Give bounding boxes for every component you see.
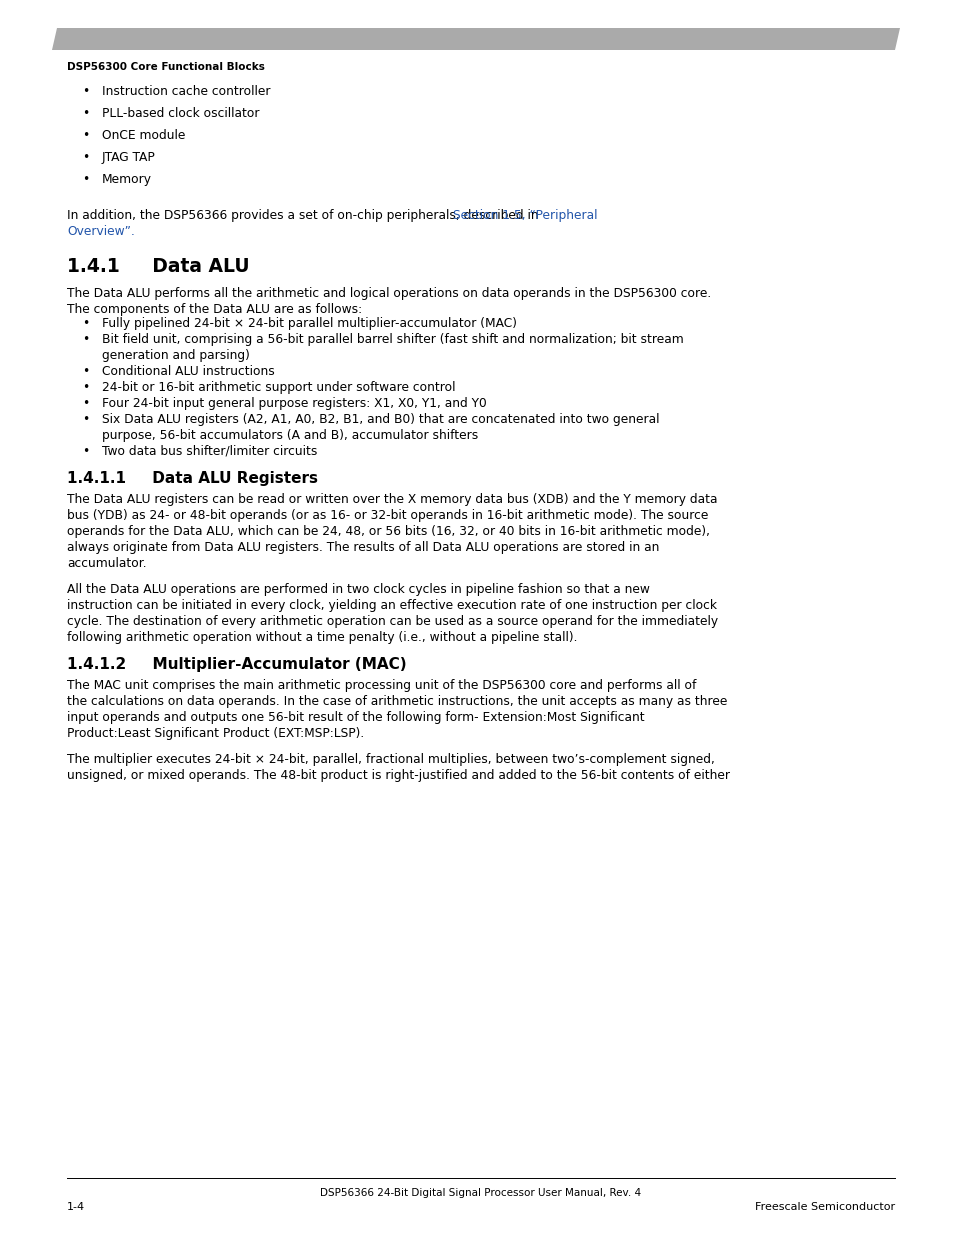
Text: PLL-based clock oscillator: PLL-based clock oscillator xyxy=(102,107,259,120)
Text: input operands and outputs one 56-bit result of the following form- Extension:Mo: input operands and outputs one 56-bit re… xyxy=(67,711,644,724)
Polygon shape xyxy=(52,28,899,49)
Text: •: • xyxy=(82,173,90,186)
Text: Overview”.: Overview”. xyxy=(67,225,134,238)
Text: cycle. The destination of every arithmetic operation can be used as a source ope: cycle. The destination of every arithmet… xyxy=(67,615,718,629)
Text: OnCE module: OnCE module xyxy=(102,128,185,142)
Text: Two data bus shifter/limiter circuits: Two data bus shifter/limiter circuits xyxy=(102,445,317,458)
Text: instruction can be initiated in every clock, yielding an effective execution rat: instruction can be initiated in every cl… xyxy=(67,599,717,613)
Text: Six Data ALU registers (A2, A1, A0, B2, B1, and B0) that are concatenated into t: Six Data ALU registers (A2, A1, A0, B2, … xyxy=(102,412,659,426)
Text: •: • xyxy=(82,333,90,346)
Text: Freescale Semiconductor: Freescale Semiconductor xyxy=(754,1202,894,1212)
Text: following arithmetic operation without a time penalty (i.e., without a pipeline : following arithmetic operation without a… xyxy=(67,631,577,643)
Text: 1.4.1.2     Multiplier-Accumulator (MAC): 1.4.1.2 Multiplier-Accumulator (MAC) xyxy=(67,657,406,672)
Text: DSP56366 24-Bit Digital Signal Processor User Manual, Rev. 4: DSP56366 24-Bit Digital Signal Processor… xyxy=(320,1188,640,1198)
Text: •: • xyxy=(82,382,90,394)
Text: DSP56300 Core Functional Blocks: DSP56300 Core Functional Blocks xyxy=(67,62,265,72)
Text: bus (YDB) as 24- or 48-bit operands (or as 16- or 32-bit operands in 16-bit arit: bus (YDB) as 24- or 48-bit operands (or … xyxy=(67,509,708,522)
Text: •: • xyxy=(82,396,90,410)
Text: unsigned, or mixed operands. The 48-bit product is right-justified and added to : unsigned, or mixed operands. The 48-bit … xyxy=(67,769,729,782)
Text: •: • xyxy=(82,412,90,426)
Text: The Data ALU performs all the arithmetic and logical operations on data operands: The Data ALU performs all the arithmetic… xyxy=(67,287,711,300)
Text: In addition, the DSP56366 provides a set of on-chip peripherals, described in: In addition, the DSP56366 provides a set… xyxy=(67,209,542,222)
Text: purpose, 56-bit accumulators (A and B), accumulator shifters: purpose, 56-bit accumulators (A and B), … xyxy=(102,429,477,442)
Text: Fully pipelined 24-bit × 24-bit parallel multiplier-accumulator (MAC): Fully pipelined 24-bit × 24-bit parallel… xyxy=(102,317,517,330)
Text: accumulator.: accumulator. xyxy=(67,557,147,571)
Text: the calculations on data operands. In the case of arithmetic instructions, the u: the calculations on data operands. In th… xyxy=(67,695,726,708)
Text: JTAG TAP: JTAG TAP xyxy=(102,151,155,164)
Text: 1.4.1     Data ALU: 1.4.1 Data ALU xyxy=(67,257,250,275)
Text: •: • xyxy=(82,85,90,98)
Text: •: • xyxy=(82,317,90,330)
Text: •: • xyxy=(82,128,90,142)
Text: The multiplier executes 24-bit × 24-bit, parallel, fractional multiplies, betwee: The multiplier executes 24-bit × 24-bit,… xyxy=(67,753,714,766)
Text: always originate from Data ALU registers. The results of all Data ALU operations: always originate from Data ALU registers… xyxy=(67,541,659,555)
Text: 1-4: 1-4 xyxy=(67,1202,85,1212)
Text: •: • xyxy=(82,445,90,458)
Text: Conditional ALU instructions: Conditional ALU instructions xyxy=(102,366,274,378)
Text: Four 24-bit input general purpose registers: X1, X0, Y1, and Y0: Four 24-bit input general purpose regist… xyxy=(102,396,486,410)
Text: •: • xyxy=(82,366,90,378)
Text: •: • xyxy=(82,151,90,164)
Text: Instruction cache controller: Instruction cache controller xyxy=(102,85,271,98)
Text: •: • xyxy=(82,107,90,120)
Text: The components of the Data ALU are as follows:: The components of the Data ALU are as fo… xyxy=(67,303,362,316)
Text: generation and parsing): generation and parsing) xyxy=(102,350,250,362)
Text: 24-bit or 16-bit arithmetic support under software control: 24-bit or 16-bit arithmetic support unde… xyxy=(102,382,455,394)
Text: The Data ALU registers can be read or written over the X memory data bus (XDB) a: The Data ALU registers can be read or wr… xyxy=(67,493,717,506)
Text: All the Data ALU operations are performed in two clock cycles in pipeline fashio: All the Data ALU operations are performe… xyxy=(67,583,649,597)
Text: Product:Least Significant Product (EXT:MSP:LSP).: Product:Least Significant Product (EXT:M… xyxy=(67,727,364,740)
Text: Section 1.5, “Peripheral: Section 1.5, “Peripheral xyxy=(453,209,597,222)
Text: 1.4.1.1     Data ALU Registers: 1.4.1.1 Data ALU Registers xyxy=(67,471,317,487)
Text: operands for the Data ALU, which can be 24, 48, or 56 bits (16, 32, or 40 bits i: operands for the Data ALU, which can be … xyxy=(67,525,709,538)
Text: The MAC unit comprises the main arithmetic processing unit of the DSP56300 core : The MAC unit comprises the main arithmet… xyxy=(67,679,696,692)
Text: Bit field unit, comprising a 56-bit parallel barrel shifter (fast shift and norm: Bit field unit, comprising a 56-bit para… xyxy=(102,333,683,346)
Text: Memory: Memory xyxy=(102,173,152,186)
